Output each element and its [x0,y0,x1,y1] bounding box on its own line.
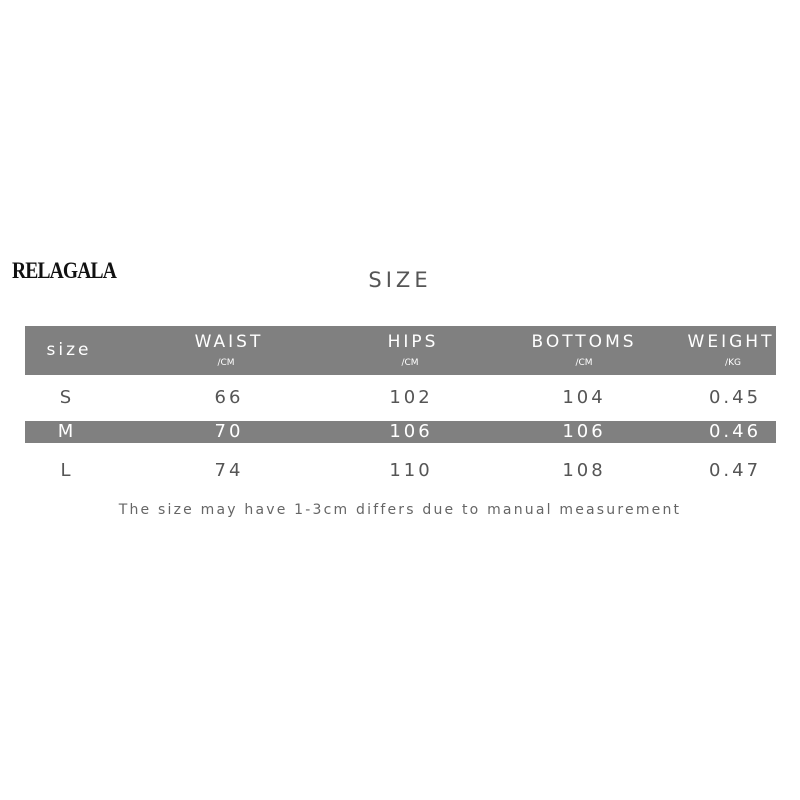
table-cell: 70 [214,421,244,442]
table-cell: 106 [389,421,433,442]
table-cell: 104 [562,387,606,408]
column-header-weight: WEIGHT [687,332,775,352]
row-highlight [25,421,776,443]
column-unit-weight: /KG [725,358,741,368]
table-cell: 66 [214,387,244,408]
page-title: SIZE [368,268,432,292]
column-header-hips: HIPS [387,332,439,352]
table-cell: S [59,387,75,408]
table-cell: 108 [562,460,606,481]
table-cell: 106 [562,421,606,442]
table-cell: 74 [214,460,244,481]
table-cell: M [57,421,77,442]
table-header [25,326,776,375]
brand-logo: RELAGALA [12,258,117,283]
column-unit-bottoms: /CM [575,358,593,368]
column-unit-hips: /CM [401,358,419,368]
column-header-bottoms: BOTTOMS [531,332,637,352]
table-cell: 110 [389,460,433,481]
table-cell: L [60,460,74,481]
table-cell: 0.47 [708,460,762,481]
table-cell: 0.46 [708,421,762,442]
table-cell: 0.45 [708,387,762,408]
measurement-note: The size may have 1-3cm differs due to m… [118,502,682,518]
table-cell: 102 [389,387,433,408]
column-header-waist: WAIST [194,332,264,352]
column-unit-waist: /CM [217,358,235,368]
column-header-size: size [46,340,92,360]
